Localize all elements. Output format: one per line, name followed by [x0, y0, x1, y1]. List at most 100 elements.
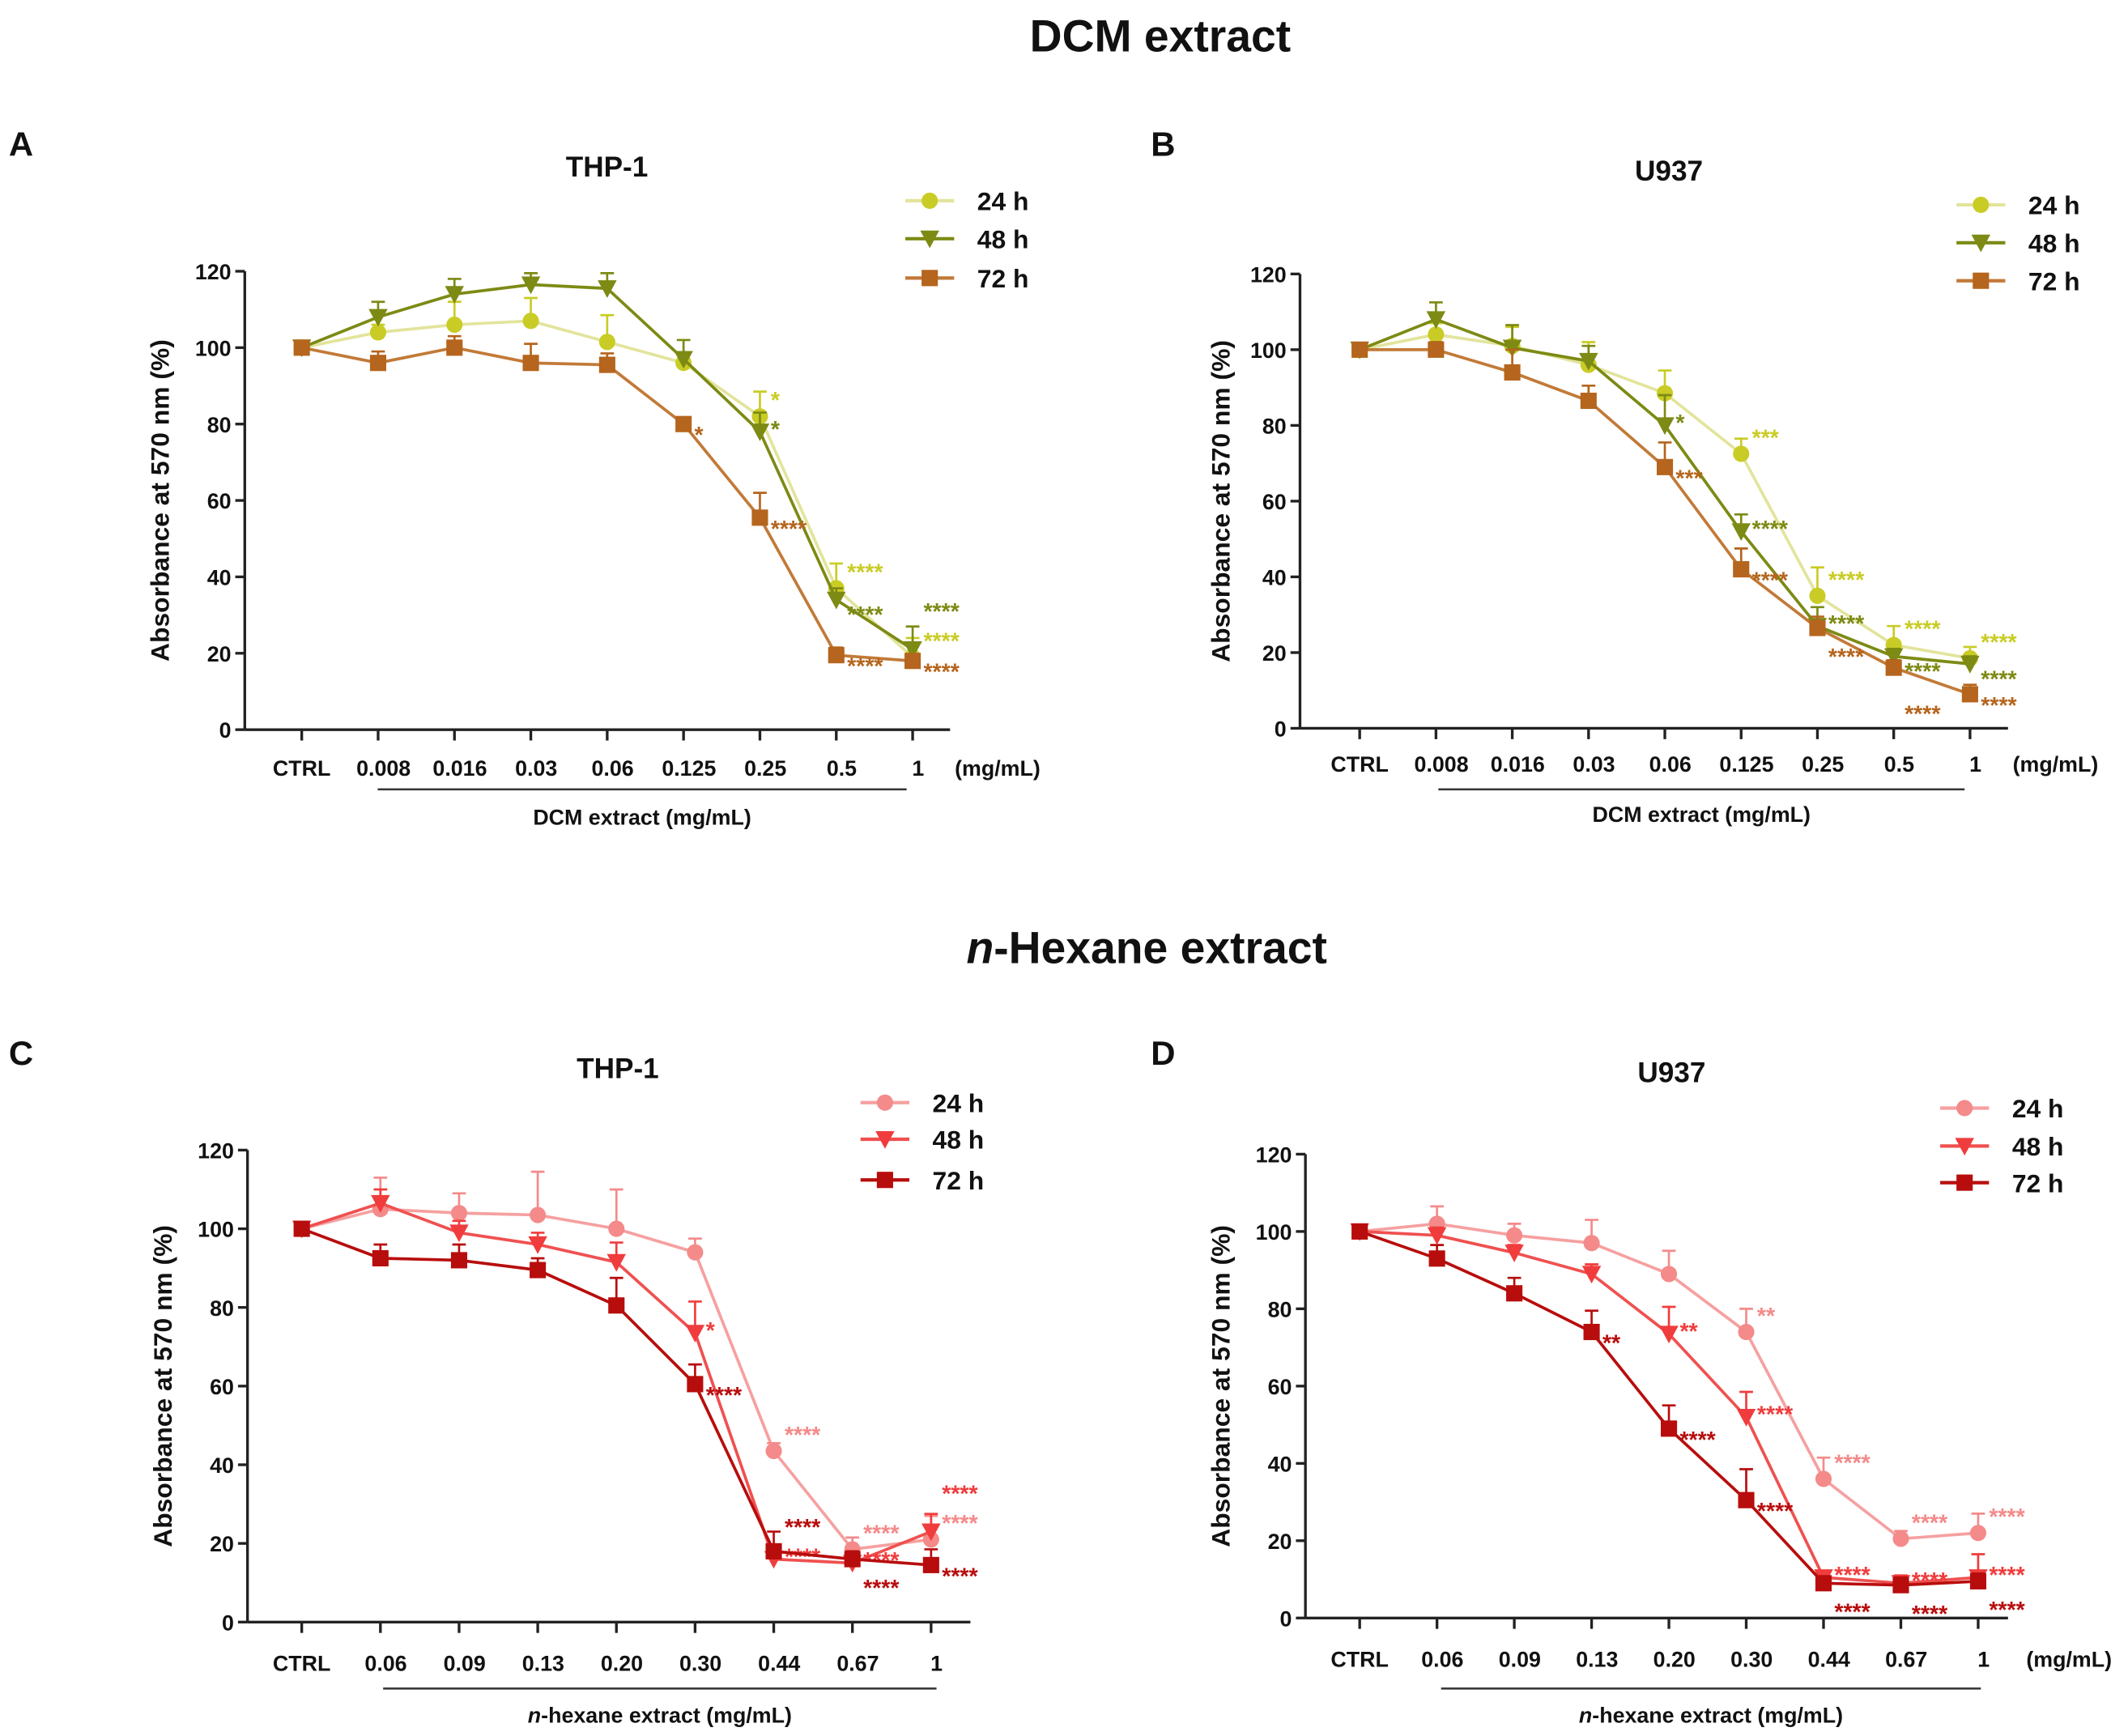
x-tick-label: 0.016 — [1491, 752, 1545, 777]
significance-stars: * — [771, 417, 781, 443]
significance-stars: **** — [1834, 1600, 1871, 1626]
x-tick-label: 0.125 — [662, 756, 716, 781]
data-point — [450, 1205, 467, 1222]
data-point — [1581, 1266, 1602, 1284]
y-axis-label: Absorbance at 570 nm (%) — [1206, 1225, 1235, 1547]
data-point — [1815, 1575, 1832, 1592]
x-tick-label: CTRL — [273, 756, 330, 781]
x-axis-label: DCM extract (mg/mL) — [533, 805, 751, 829]
y-axis-label: Absorbance at 570 nm (%) — [146, 339, 175, 662]
legend-label: 72 h — [2012, 1168, 2064, 1198]
data-point — [1883, 648, 1904, 666]
data-point — [368, 308, 388, 327]
x-tick-label: 0.06 — [1649, 752, 1692, 777]
significance-stars: **** — [771, 517, 807, 542]
significance-stars: **** — [1757, 1402, 1794, 1428]
data-point — [1892, 1530, 1909, 1547]
significance-stars: **** — [923, 660, 960, 686]
series-72h: ********* **** — [293, 334, 960, 686]
x-axis-label: DCM extract (mg/mL) — [1593, 802, 1811, 827]
data-point — [530, 1206, 547, 1223]
y-tick-label: 40 — [1262, 565, 1287, 589]
significance-stars: **** — [863, 1576, 900, 1602]
data-point — [608, 1220, 625, 1237]
data-point — [1661, 1420, 1678, 1437]
significance-stars: **** — [863, 1521, 900, 1547]
legend-marker — [1973, 272, 1990, 289]
data-point — [1738, 1323, 1755, 1341]
data-point — [904, 653, 921, 670]
data-point — [1426, 311, 1446, 330]
legend-entry: 24 h — [1940, 1094, 2063, 1123]
data-point — [606, 1253, 626, 1272]
legend-marker — [1973, 196, 1990, 213]
data-point — [1885, 659, 1902, 676]
data-point — [1733, 561, 1750, 578]
data-point — [449, 1224, 469, 1243]
legend-entry: 48 h — [905, 225, 1028, 254]
x-tick-label: 1 — [930, 1652, 943, 1676]
data-point — [1892, 1576, 1909, 1593]
y-tick-label: 0 — [1279, 1606, 1292, 1631]
data-point — [521, 276, 541, 295]
data-point — [1738, 1491, 1755, 1508]
series-line — [301, 346, 913, 663]
x-tick-label: 0.09 — [444, 1652, 486, 1676]
data-point — [293, 1220, 310, 1237]
data-point — [1504, 1245, 1524, 1262]
figure-title-hexane-italic: n — [966, 922, 994, 972]
significance-stars: **** — [785, 1515, 821, 1541]
series-24h: ********** **** — [1351, 1205, 2026, 1547]
panel-a: A THP-1 0 20 40 60 80 100 120 CTRL 0.008 0.016 0.03 0… — [9, 126, 1041, 830]
x-tick-label: CTRL — [273, 1652, 330, 1676]
data-point — [608, 1297, 625, 1314]
y-tick-label: 100 — [1250, 338, 1287, 363]
panel-b: B U937 0 20 40 60 80 100 120 CTRL 0.008 0.016 0.03 0.… — [1151, 126, 2098, 827]
significance-stars: **** — [1752, 568, 1789, 594]
data-point — [522, 355, 539, 372]
data-point — [1969, 1525, 1986, 1542]
data-point — [1502, 339, 1522, 358]
data-point — [1506, 1285, 1523, 1302]
significance-stars: **** — [1981, 666, 2017, 692]
y-tick-label: 20 — [1262, 641, 1287, 666]
data-point — [1960, 655, 1980, 674]
significance-stars: * — [771, 388, 781, 414]
x-axis-label-text: DCM extract (mg/mL) — [1593, 802, 1811, 827]
legend-marker — [920, 230, 939, 249]
data-point — [1733, 445, 1750, 462]
data-point — [372, 1249, 389, 1267]
significance-stars: **** — [706, 1383, 743, 1409]
y-tick-label: 40 — [1268, 1452, 1292, 1476]
y-tick-label: 0 — [1275, 717, 1287, 742]
panel-letter: B — [1151, 126, 1175, 164]
significance-stars: **** — [1981, 693, 2017, 719]
legend-label: 24 h — [2012, 1094, 2064, 1123]
significance-stars: **** — [1905, 617, 1941, 643]
data-point — [1351, 1223, 1368, 1240]
significance-stars: ** — [1679, 1319, 1698, 1345]
legend-label: 24 h — [2028, 191, 2080, 220]
y-tick-label: 0 — [222, 1610, 234, 1635]
y-tick-label: 100 — [195, 336, 232, 360]
data-point — [1731, 523, 1751, 542]
x-tick-label: 1 — [1977, 1648, 1990, 1672]
figure-title-hexane-rest: -Hexane extract — [994, 922, 1327, 972]
significance-stars: ** — [1757, 1304, 1776, 1330]
panel-title: U937 — [1635, 155, 1703, 187]
x-tick-label: 1 — [912, 756, 924, 781]
significance-stars: **** — [942, 1482, 978, 1508]
data-point — [445, 286, 464, 304]
significance-stars: **** — [1989, 1598, 2025, 1623]
series-48h: ***** **** — [292, 272, 960, 659]
panel-letter: C — [9, 1034, 33, 1072]
significance-stars: **** — [847, 654, 883, 680]
y-tick-label: 120 — [1256, 1142, 1292, 1167]
data-point — [1428, 1250, 1445, 1267]
x-axis-label: n-hexane extract (mg/mL) — [528, 1703, 792, 1727]
figure-title-hexane: n-Hexane extract — [966, 922, 1326, 972]
data-point — [446, 317, 463, 334]
y-tick-label: 100 — [198, 1218, 234, 1242]
x-tick-label: 0.25 — [744, 756, 786, 781]
